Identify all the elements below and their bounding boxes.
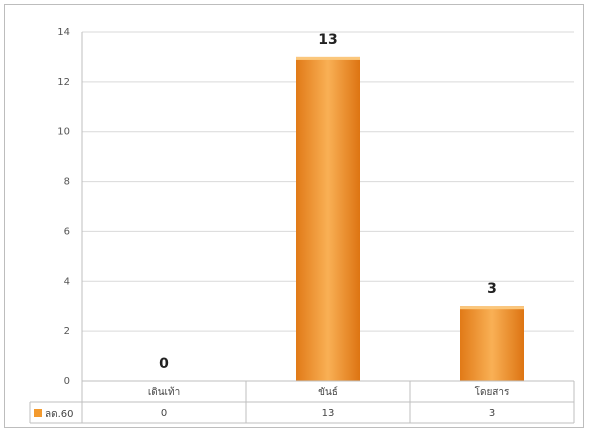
bar-1: [296, 56, 360, 382]
y-axis-ticks: 0 2 4 6 8 10 12 14: [57, 27, 70, 387]
data-label-2: 3: [487, 281, 497, 297]
data-table: เดินเท้า 0 ขันธ์ 13 โดยสาร 3 ลด.60: [29, 380, 575, 424]
table-value-1: 13: [322, 408, 335, 419]
y-tick-label: 2: [64, 326, 70, 337]
bar-2: [460, 306, 524, 381]
category-label-0: เดินเท้า: [148, 386, 180, 398]
y-tick-label: 14: [57, 27, 70, 38]
data-label-0: 0: [159, 356, 169, 372]
y-tick-label: 10: [57, 127, 70, 138]
category-label-1: ขันธ์: [318, 386, 338, 398]
y-tick-label: 6: [64, 226, 70, 237]
bar-top-1: [296, 56, 360, 60]
bar-top-2: [460, 306, 524, 310]
table-value-0: 0: [161, 408, 167, 419]
table-value-2: 3: [489, 408, 495, 419]
y-tick-label: 8: [64, 177, 70, 188]
legend-swatch: [34, 409, 42, 417]
data-label-1: 13: [318, 32, 337, 48]
category-label-2: โดยสาร: [475, 385, 510, 398]
y-tick-label: 0: [64, 376, 70, 387]
y-tick-label: 12: [57, 77, 70, 88]
y-tick-label: 4: [64, 276, 70, 287]
data-labels: 0 13 3: [159, 32, 497, 372]
legend-series-name: ลด.60: [45, 409, 74, 420]
bars: [296, 56, 524, 382]
